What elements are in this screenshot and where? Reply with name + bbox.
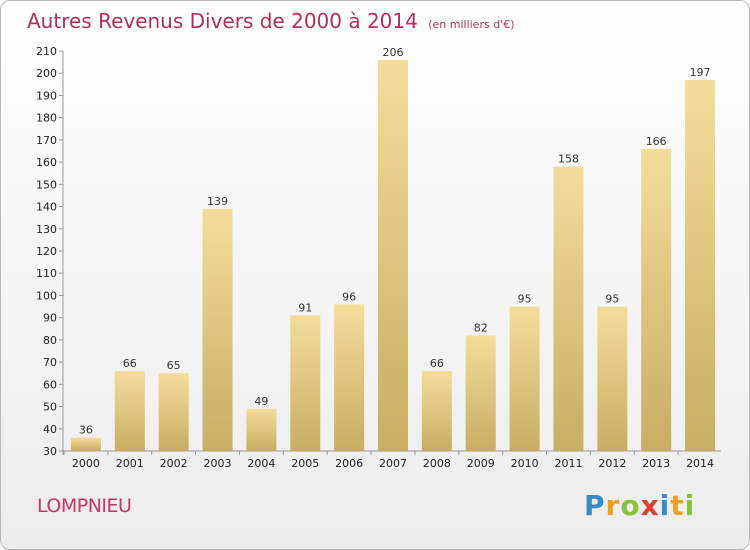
- y-tick-label: 130: [36, 223, 57, 236]
- proxiti-logo: Proxiti: [584, 489, 696, 522]
- y-tick-label: 200: [36, 67, 57, 80]
- bar-2010: [509, 306, 540, 451]
- x-tick-label: 2005: [291, 457, 319, 470]
- chart-title-text: Autres Revenus Divers de 2000 à 2014: [27, 9, 418, 33]
- y-tick-label: 30: [43, 445, 57, 458]
- data-label: 139: [207, 195, 228, 208]
- x-tick-label: 2010: [511, 457, 539, 470]
- chart-bars: [70, 59, 716, 452]
- data-label: 197: [690, 66, 711, 79]
- x-tick-label: 2011: [554, 457, 582, 470]
- y-tick-label: 190: [36, 89, 57, 102]
- y-tick-label: 60: [43, 378, 57, 391]
- bar-2002: [158, 373, 189, 451]
- bar-2000: [70, 437, 101, 451]
- x-tick-label: 2007: [379, 457, 407, 470]
- data-label: 206: [383, 46, 404, 59]
- y-tick-label: 140: [36, 201, 57, 214]
- y-tick-label: 170: [36, 134, 57, 147]
- bar-2004: [246, 408, 277, 451]
- y-tick-label: 40: [43, 423, 57, 436]
- y-tick-label: 90: [43, 312, 57, 325]
- x-tick-label: 2012: [598, 457, 626, 470]
- y-tick-label: 120: [36, 245, 57, 258]
- location-label: LOMPNIEU: [37, 495, 132, 517]
- x-tick-label: 2000: [72, 457, 100, 470]
- data-label: 49: [254, 395, 268, 408]
- x-tick-label: 2013: [642, 457, 670, 470]
- bar-2008: [421, 371, 452, 451]
- y-tick-label: 180: [36, 112, 57, 125]
- y-tick-label: 80: [43, 334, 57, 347]
- data-label: 36: [79, 424, 93, 437]
- x-tick-label: 2006: [335, 457, 363, 470]
- data-label: 95: [605, 293, 619, 306]
- bar-2012: [597, 306, 628, 451]
- x-tick-label: 2008: [423, 457, 451, 470]
- x-tick-label: 2004: [247, 457, 275, 470]
- data-label: 66: [123, 357, 137, 370]
- bar-2001: [114, 371, 145, 451]
- x-tick-label: 2009: [467, 457, 495, 470]
- y-tick-label: 100: [36, 289, 57, 302]
- chart-title: Autres Revenus Divers de 2000 à 2014 (en…: [27, 9, 515, 33]
- x-tick-label: 2014: [686, 457, 714, 470]
- x-tick-label: 2003: [204, 457, 232, 470]
- y-tick-label: 150: [36, 178, 57, 191]
- y-tick-label: 50: [43, 401, 57, 414]
- x-tick-label: 2001: [116, 457, 144, 470]
- chart-axes: 30 40 50 60 70 80 90 100 110 120 130 140 150 160 170 18…: [36, 45, 721, 458]
- y-tick-label: 160: [36, 156, 57, 169]
- data-label: 66: [430, 357, 444, 370]
- y-tick-label: 110: [36, 267, 57, 280]
- chart-unit-note: (en milliers d'€): [428, 18, 515, 31]
- chart-labels: 2000 36 2001 66 2002 65 2003 139 2004 49 2005 91 200…: [72, 46, 714, 470]
- bar-2005: [290, 315, 321, 451]
- data-label: 166: [646, 135, 667, 148]
- bar-2003: [202, 208, 233, 451]
- bar-2007: [378, 59, 408, 452]
- x-tick-label: 2002: [160, 457, 188, 470]
- bar-2006: [334, 304, 365, 451]
- data-label: 65: [167, 359, 181, 372]
- bar-2011: [553, 166, 584, 452]
- bar-2009: [465, 335, 496, 451]
- bar-2014: [685, 79, 716, 451]
- data-label: 82: [474, 321, 488, 334]
- data-label: 91: [298, 301, 312, 314]
- bar-2013: [641, 148, 672, 451]
- data-label: 158: [558, 153, 579, 166]
- data-label: 95: [518, 293, 532, 306]
- y-tick-label: 210: [36, 45, 57, 58]
- data-label: 96: [342, 290, 356, 303]
- y-tick-label: 70: [43, 356, 57, 369]
